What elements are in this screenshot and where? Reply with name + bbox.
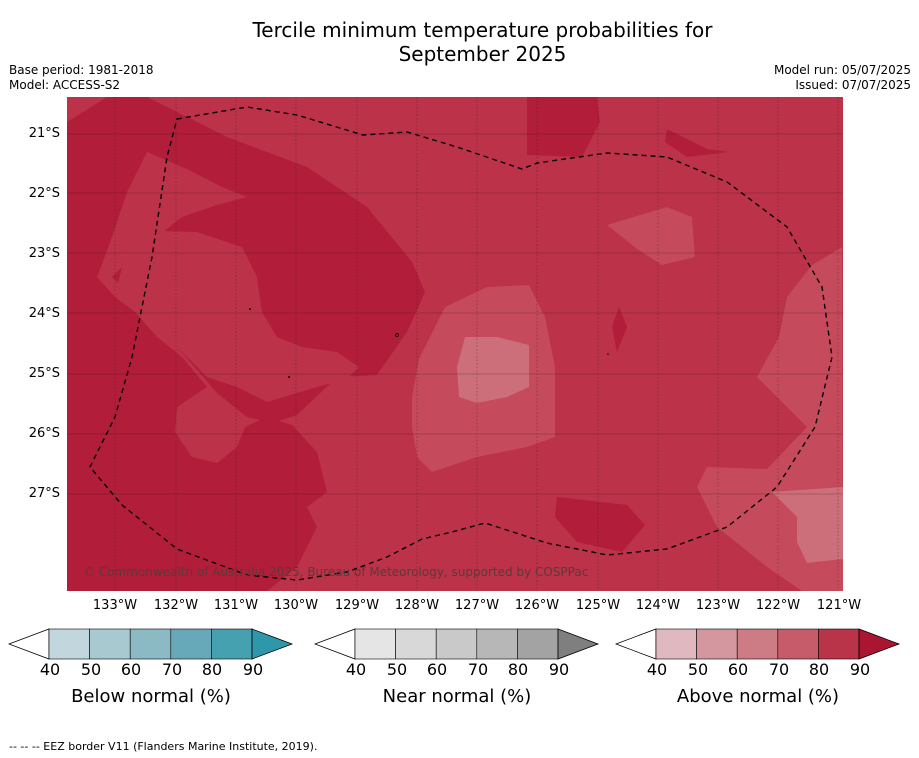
colorbar-segment (696, 628, 738, 660)
meta-left: Base period: 1981-2018 Model: ACCESS-S2 (9, 63, 154, 93)
colorbar-segment (129, 628, 172, 660)
colorbar-tick: 60 (120, 660, 142, 679)
colorbar-tick: 80 (201, 660, 223, 679)
base-period: Base period: 1981-2018 (9, 63, 154, 77)
above-90-region (527, 97, 600, 157)
title-line-2: September 2025 (398, 42, 567, 66)
colorbar-lower-extend (615, 628, 657, 660)
colorbar-lower-extend (8, 628, 50, 660)
map-svg (67, 97, 843, 591)
lat-label: 27°S (28, 486, 60, 501)
colorbar-segment (48, 628, 90, 660)
colorbar-tick: 40 (646, 660, 668, 679)
footnote: -- -- -- EEZ border V11 (Flanders Marine… (9, 740, 318, 753)
lon-label: 121°W (816, 598, 862, 613)
colorbar-tick: 40 (345, 660, 367, 679)
colorbar-title-below: Below normal (%) (71, 686, 231, 707)
colorbar-upper-extend (858, 628, 901, 660)
lat-label: 25°S (28, 366, 60, 381)
colorbar-segment (517, 628, 559, 660)
above-80-region (117, 231, 359, 402)
colorbar-tick: 50 (687, 660, 709, 679)
lon-label: 124°W (635, 598, 681, 613)
lon-label: 123°W (695, 598, 741, 613)
colorbar-segment (818, 628, 860, 660)
colorbar-segment (170, 628, 212, 660)
colorbar-segment (89, 628, 131, 660)
colorbar-segment (736, 628, 779, 660)
colorbar-tick: 60 (426, 660, 448, 679)
island-marker (395, 333, 399, 337)
above-70-region (607, 207, 695, 265)
eez-border (89, 106, 833, 581)
lon-label: 127°W (454, 598, 500, 613)
colorbar-title-near: Near normal (%) (382, 686, 532, 707)
lon-label: 132°W (153, 598, 199, 613)
above-90-region (67, 137, 327, 537)
colorbar-tick: 90 (548, 660, 570, 679)
colorbar-segment (435, 628, 478, 660)
colorbar-below (8, 628, 294, 660)
colorbar-tick: 50 (386, 660, 408, 679)
colorbar-segment (211, 628, 253, 660)
lon-label: 125°W (575, 598, 621, 613)
colorbar-upper-extend (251, 628, 294, 660)
graticule (67, 133, 843, 495)
colorbar-title-above: Above normal (%) (676, 686, 840, 707)
colorbar-tick: 80 (808, 660, 830, 679)
above-90-region (555, 497, 645, 552)
colorbar-lower-extend (314, 628, 356, 660)
title-line-1: Tercile minimum temperature probabilitie… (252, 18, 713, 42)
colorbar-near (314, 628, 600, 660)
island-marker (249, 308, 251, 310)
lon-label: 129°W (334, 598, 380, 613)
lat-label: 22°S (28, 186, 60, 201)
lon-label: 122°W (755, 598, 801, 613)
colorbar-segment (354, 628, 396, 660)
above-90-region (665, 129, 729, 157)
lat-label: 26°S (28, 426, 60, 441)
above-90-region (612, 307, 627, 352)
colorbar-tick: 80 (507, 660, 529, 679)
colorbar-segment (777, 628, 819, 660)
lat-label: 21°S (28, 126, 60, 141)
lon-label: 130°W (273, 598, 319, 613)
lon-label: 128°W (394, 598, 440, 613)
issued-date: Issued: 07/07/2025 (795, 78, 911, 92)
colorbar-segment (476, 628, 518, 660)
colorbar-tick: 70 (768, 660, 790, 679)
colorbar-above (615, 628, 901, 660)
lon-label: 131°W (213, 598, 259, 613)
island-marker (288, 376, 290, 378)
colorbar-tick: 90 (242, 660, 264, 679)
model-name: Model: ACCESS-S2 (9, 78, 121, 92)
lon-label: 133°W (92, 598, 138, 613)
colorbar-segment (395, 628, 437, 660)
copyright-text: © Commonwealth of Australia 2025, Bureau… (83, 565, 589, 579)
colorbar-tick: 90 (849, 660, 871, 679)
colorbar-upper-extend (557, 628, 600, 660)
colorbar-tick: 40 (39, 660, 61, 679)
colorbar-segment (655, 628, 697, 660)
above-60-region (457, 337, 529, 403)
above-90-region (67, 507, 317, 591)
map-title: Tercile minimum temperature probabilitie… (0, 18, 919, 66)
colorbar-tick: 50 (80, 660, 102, 679)
colorbar-tick: 60 (727, 660, 749, 679)
lat-label: 24°S (28, 306, 60, 321)
meta-right: Model run: 05/07/2025 Issued: 07/07/2025 (774, 63, 911, 93)
colorbar-tick: 70 (161, 660, 183, 679)
model-run: Model run: 05/07/2025 (773, 63, 911, 77)
colorbar-tick: 70 (467, 660, 489, 679)
above-60-region (772, 487, 843, 563)
map-area[interactable]: © Commonwealth of Australia 2025, Bureau… (67, 97, 843, 591)
lat-label: 23°S (28, 246, 60, 261)
island-marker (607, 353, 609, 355)
lon-label: 126°W (514, 598, 560, 613)
